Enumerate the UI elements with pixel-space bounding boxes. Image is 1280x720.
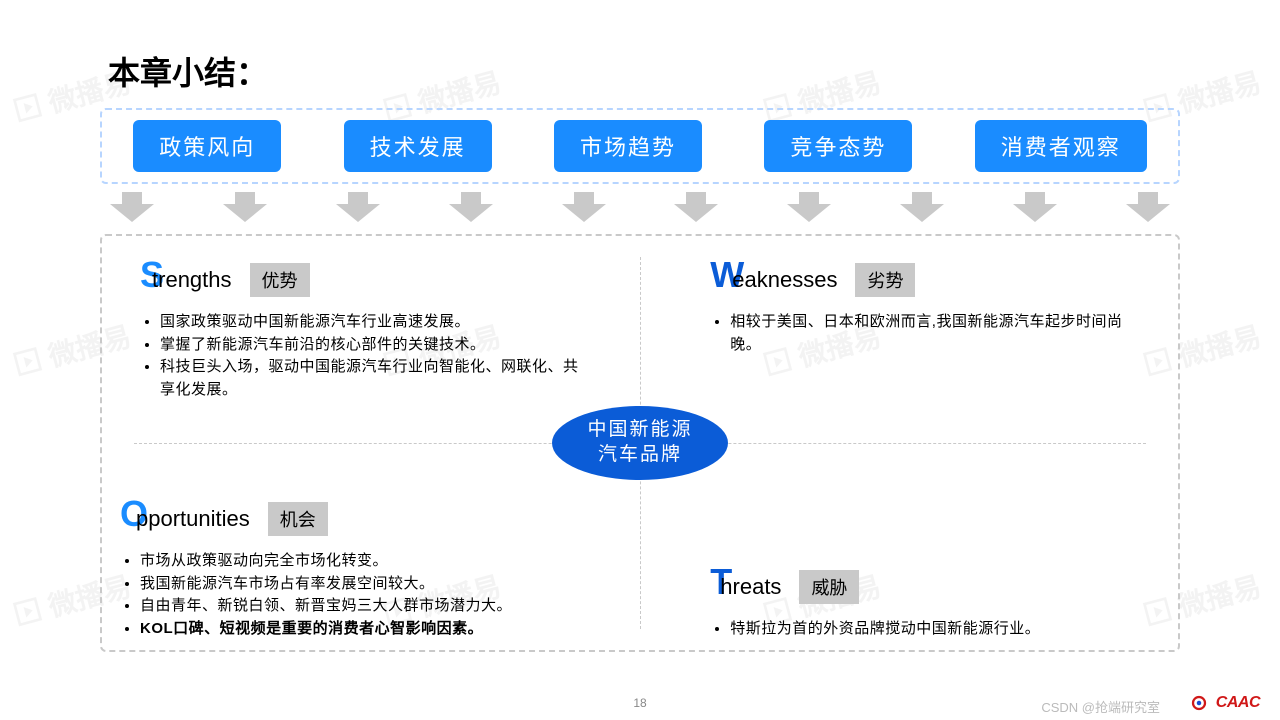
arrows-row <box>110 192 1170 227</box>
list-item: 科技巨头入场，驱动中国能源汽车行业向智能化、网联化、共享化发展。 <box>160 356 580 401</box>
arrow-down-icon <box>223 192 267 227</box>
swot-weaknesses: Weaknesses 劣势 相较于美国、日本和欧洲而言,我国新能源汽车起步时间尚… <box>672 236 1178 366</box>
list-item: 国家政策驱动中国新能源汽车行业高速发展。 <box>160 311 580 334</box>
list-item: 我国新能源汽车市场占有率发展空间较大。 <box>140 573 580 596</box>
swot-opportunities: Opportunities 机会 市场从政策驱动向完全市场化转变。我国新能源汽车… <box>102 475 608 650</box>
center-line1: 中国新能源 <box>587 418 692 443</box>
tag-opportunities: 机会 <box>268 502 328 536</box>
swot-container: Strengths 优势 国家政策驱动中国新能源汽车行业高速发展。掌握了新能源汽… <box>100 234 1180 652</box>
arrow-down-icon <box>1013 192 1057 227</box>
swot-strengths: Strengths 优势 国家政策驱动中国新能源汽车行业高速发展。掌握了新能源汽… <box>102 236 608 411</box>
list-item: 自由青年、新锐白领、新晋宝妈三大人群市场潜力大。 <box>140 595 580 618</box>
category-pill-0: 政策风向 <box>133 120 281 172</box>
list-item: 掌握了新能源汽车前沿的核心部件的关键技术。 <box>160 334 580 357</box>
arrow-down-icon <box>110 192 154 227</box>
category-pill-4: 消费者观察 <box>975 120 1147 172</box>
list-item: 特斯拉为首的外资品牌搅动中国新能源行业。 <box>730 618 1150 641</box>
arrow-down-icon <box>449 192 493 227</box>
logo-icon <box>1190 694 1208 712</box>
strengths-list: 国家政策驱动中国新能源汽车行业高速发展。掌握了新能源汽车前沿的核心部件的关键技术… <box>140 311 580 401</box>
list-item: 市场从政策驱动向完全市场化转变。 <box>140 550 580 573</box>
csdn-credit: CSDN @抢端研究室 <box>1041 697 1160 716</box>
list-item: 相较于美国、日本和欧洲而言,我国新能源汽车起步时间尚晚。 <box>730 311 1150 356</box>
swot-threats: Threats 威胁 特斯拉为首的外资品牌搅动中国新能源行业。 <box>672 543 1178 651</box>
tag-strengths: 优势 <box>250 263 310 297</box>
arrow-down-icon <box>674 192 718 227</box>
arrow-down-icon <box>900 192 944 227</box>
center-oval: 中国新能源 汽车品牌 <box>552 406 728 480</box>
top-categories-box: 政策风向 技术发展 市场趋势 竞争态势 消费者观察 <box>100 108 1180 184</box>
arrow-down-icon <box>336 192 380 227</box>
arrow-down-icon <box>1126 192 1170 227</box>
tag-threats: 威胁 <box>799 570 859 604</box>
footer-logo-caac: CAAC <box>1190 694 1260 712</box>
page-title: 本章小结： <box>108 48 268 94</box>
arrow-down-icon <box>787 192 831 227</box>
tag-weaknesses: 劣势 <box>855 263 915 297</box>
category-pill-3: 竞争态势 <box>764 120 912 172</box>
arrow-down-icon <box>562 192 606 227</box>
page-number: 18 <box>633 696 646 710</box>
category-pill-1: 技术发展 <box>344 120 492 172</box>
weaknesses-list: 相较于美国、日本和欧洲而言,我国新能源汽车起步时间尚晚。 <box>710 311 1150 356</box>
category-pill-2: 市场趋势 <box>554 120 702 172</box>
center-line2: 汽车品牌 <box>598 443 682 468</box>
threats-list: 特斯拉为首的外资品牌搅动中国新能源行业。 <box>710 618 1150 641</box>
opportunities-list: 市场从政策驱动向完全市场化转变。我国新能源汽车市场占有率发展空间较大。自由青年、… <box>120 550 580 640</box>
list-item: KOL口碑、短视频是重要的消费者心智影响因素。 <box>140 618 580 641</box>
